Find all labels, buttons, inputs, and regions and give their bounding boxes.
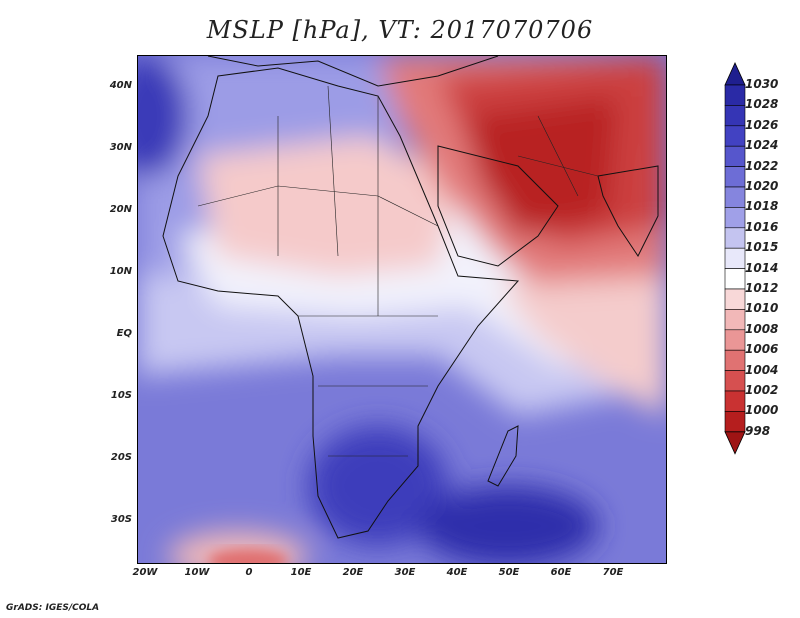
coastline-outlines (162, 56, 659, 539)
pressure-map (137, 55, 667, 564)
colorbar-cell (724, 411, 746, 433)
colorbar-cell (724, 186, 746, 208)
colorbar-bottom-arrow (724, 431, 746, 455)
lon-label-40e: 40E (446, 567, 468, 578)
colorbar-cell (724, 349, 746, 371)
colorbar-cell (724, 268, 746, 290)
lat-label-20n: 20N (109, 204, 132, 215)
colorbar-label: 1026 (745, 117, 779, 132)
colorbar-cell (724, 390, 746, 412)
country-borders (197, 85, 599, 457)
colorbar-cell (724, 370, 746, 392)
colorbar-label: 1024 (745, 138, 779, 153)
credit-text: GrADS: IGES/COLA (6, 603, 100, 613)
lat-label-30n: 30N (109, 142, 132, 153)
pressure-field (138, 56, 666, 563)
colorbar-cell (724, 125, 746, 147)
lon-label-70e: 70E (602, 567, 624, 578)
colorbar-cell (724, 288, 746, 310)
colorbar-cell (724, 105, 746, 127)
lon-label-60e: 60E (550, 567, 572, 578)
colorbar-label: 1022 (745, 158, 779, 173)
colorbar-label: 1006 (745, 342, 779, 357)
lon-label-30e: 30E (394, 567, 416, 578)
colorbar-label: 1002 (745, 383, 779, 397)
colorbar-cell (724, 207, 746, 229)
colorbar-label: 1010 (745, 301, 779, 316)
lon-label-20w: 20W (132, 567, 158, 578)
map-title: MSLP [hPa], VT: 2017070706 (206, 16, 594, 44)
lat-label-10n: 10N (109, 266, 132, 277)
lon-label-20e: 20E (342, 567, 364, 578)
colorbar-label: 1012 (745, 281, 779, 295)
colorbar-label: 1020 (745, 179, 779, 193)
colorbar-label: 1030 (745, 77, 779, 91)
colorbar (724, 62, 746, 455)
colorbar-cell (724, 84, 746, 106)
colorbar-label: 998 (745, 423, 771, 438)
lon-label-10w: 10W (184, 567, 210, 578)
colorbar-cell (724, 329, 746, 351)
lat-label-10s: 10S (110, 390, 132, 401)
colorbar-top-arrow (724, 62, 746, 86)
lat-label-40n: 40N (109, 80, 132, 91)
colorbar-label: 1004 (745, 362, 779, 377)
lat-label-eq: EQ (116, 328, 132, 339)
colorbar-label: 1028 (745, 97, 779, 112)
colorbar-label: 1014 (745, 260, 779, 275)
lon-label-50e: 50E (498, 567, 520, 578)
colorbar-label: 1016 (745, 219, 779, 234)
colorbar-label: 1018 (745, 199, 779, 214)
colorbar-label: 1000 (745, 403, 779, 418)
colorbar-cell (724, 227, 746, 249)
lat-label-20s: 20S (110, 452, 132, 463)
lon-label-10e: 10E (290, 567, 312, 578)
colorbar-label: 1008 (745, 321, 779, 336)
colorbar-cell (724, 166, 746, 188)
colorbar-cell (724, 247, 746, 269)
lon-label-0: 0 (245, 567, 253, 578)
colorbar-label: 1015 (745, 240, 779, 255)
lat-label-30s: 30S (110, 514, 132, 525)
colorbar-cell (724, 309, 746, 331)
colorbar-cell (724, 145, 746, 167)
